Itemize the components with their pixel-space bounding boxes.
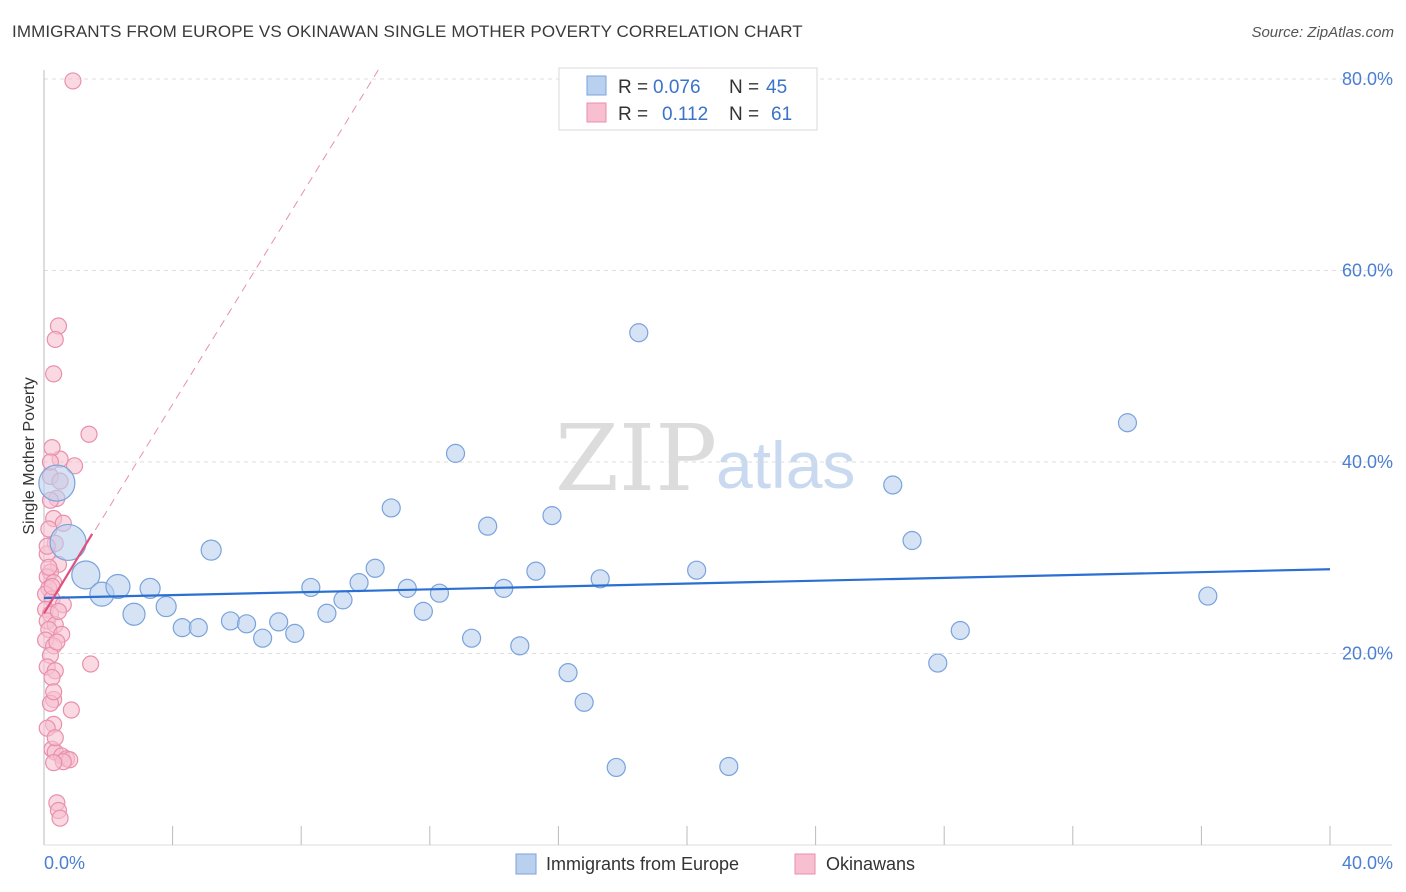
- watermark-zip: ZIP: [555, 405, 717, 512]
- okinawans-point: [65, 457, 84, 475]
- europe-point: [365, 558, 385, 578]
- europe-point: [928, 653, 948, 673]
- europe-point: [590, 569, 610, 589]
- europe-point: [71, 560, 101, 590]
- europe-point: [172, 618, 192, 638]
- europe-point: [510, 636, 530, 656]
- y-tick-labels: 20.0% 40.0% 60.0% 80.0%: [1342, 69, 1393, 664]
- legend-n-value-okinawans: 61: [771, 104, 792, 125]
- europe-point: [317, 603, 337, 623]
- europe-point: [139, 577, 161, 599]
- okinawans-point: [46, 729, 64, 747]
- okinawans-point: [62, 701, 80, 719]
- europe-point: [542, 506, 562, 526]
- europe-point: [629, 323, 649, 343]
- okinawans-point: [45, 365, 63, 383]
- europe-point: [333, 590, 353, 610]
- europe-point: [413, 601, 433, 621]
- legend-swatch-europe: [586, 75, 607, 96]
- europe-point: [526, 561, 546, 581]
- okinawans-point: [49, 602, 68, 620]
- europe-point: [188, 618, 208, 638]
- europe-point: [105, 573, 131, 600]
- europe-point: [950, 620, 970, 641]
- watermark-atlas: atlas: [716, 428, 855, 502]
- bottom-legend-label-okinawans[interactable]: Okinawans: [826, 854, 915, 874]
- okinawans-point: [82, 655, 100, 673]
- okinawans-point: [45, 683, 63, 701]
- chart-title: IMMIGRANTS FROM EUROPE VS OKINAWAN SINGL…: [12, 22, 803, 41]
- okinawans-point: [64, 72, 82, 90]
- europe-point: [253, 628, 273, 648]
- europe-point: [1198, 586, 1218, 606]
- europe-point: [902, 530, 922, 551]
- europe-point: [558, 663, 578, 683]
- europe-point: [719, 756, 739, 777]
- legend-r-label-europe: R =: [618, 77, 648, 98]
- y-axis-label: Single Mother Poverty: [21, 377, 38, 534]
- europe-point: [269, 612, 289, 632]
- okinawans-point: [45, 754, 63, 772]
- bottom-legend-swatch-europe[interactable]: [515, 853, 537, 875]
- okinawans-point: [40, 558, 58, 576]
- europe-point: [445, 443, 466, 463]
- europe-point: [478, 516, 498, 536]
- okinawans-point: [46, 330, 64, 349]
- legend-n-label-europe: N =: [729, 77, 759, 98]
- europe-point: [122, 602, 146, 626]
- source-credit: Source: ZipAtlas.com: [1251, 24, 1394, 41]
- europe-point: [49, 523, 87, 562]
- okinawans-point: [48, 633, 66, 651]
- europe-point: [200, 539, 222, 561]
- okinawans-point: [43, 439, 61, 457]
- europe-trend-line: [43, 568, 1331, 600]
- europe-point: [461, 628, 482, 648]
- europe-point: [397, 578, 417, 598]
- top-legend: R = 0.076 N = 45 R = 0.112 N = 61: [558, 67, 818, 131]
- legend-n-label-okinawans: N =: [729, 104, 759, 125]
- europe-point: [606, 757, 626, 778]
- y-tick-label: 80.0%: [1342, 69, 1393, 89]
- bottom-legend-swatch-okinawans[interactable]: [794, 853, 816, 875]
- europe-point: [1117, 413, 1138, 433]
- legend-r-label-okinawans: R =: [618, 104, 648, 125]
- legend-swatch-okinawans: [586, 102, 607, 123]
- okinawans-trend-line: [43, 533, 94, 614]
- y-tick-label: 40.0%: [1342, 452, 1393, 472]
- bottom-legend: Immigrants from Europe Okinawans: [515, 853, 915, 875]
- europe-point: [285, 623, 305, 643]
- okinawans-point: [80, 425, 98, 443]
- europe-point: [429, 583, 450, 603]
- europe-point: [574, 692, 594, 712]
- okinawans-points: [37, 72, 100, 827]
- legend-r-value-okinawans: 0.112: [662, 104, 708, 125]
- europe-point: [220, 611, 241, 631]
- trend-lines: [43, 64, 1331, 614]
- x-tick-label-min: 0.0%: [44, 853, 85, 873]
- europe-point: [155, 595, 177, 618]
- okinawans-point: [43, 668, 61, 687]
- bottom-legend-label-europe[interactable]: Immigrants from Europe: [546, 854, 739, 874]
- x-tick-label-max: 40.0%: [1342, 853, 1393, 873]
- europe-point: [381, 498, 401, 518]
- okinawans-trend-extension: [43, 64, 383, 614]
- europe-point: [349, 573, 369, 593]
- legend-n-value-europe: 45: [766, 77, 787, 98]
- y-tick-label: 60.0%: [1342, 261, 1393, 281]
- y-tick-label: 20.0%: [1342, 644, 1393, 664]
- europe-points: [38, 323, 1218, 778]
- legend-r-value-europe: 0.076: [653, 77, 701, 98]
- europe-point: [236, 614, 257, 634]
- gridlines: [44, 78, 1392, 654]
- okinawans-point: [51, 809, 69, 827]
- europe-point: [687, 560, 707, 580]
- europe-point: [301, 577, 321, 598]
- europe-point: [38, 464, 76, 502]
- europe-point: [883, 475, 903, 495]
- x-ticks: [172, 826, 1331, 845]
